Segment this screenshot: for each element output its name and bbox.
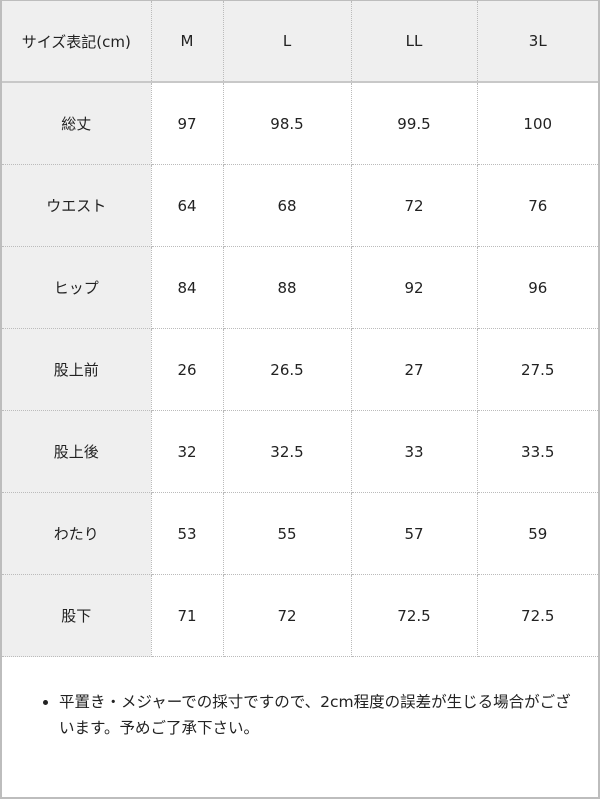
row-label: ヒップ — [2, 246, 152, 329]
row-label: ウエスト — [2, 164, 152, 247]
size-table: サイズ表記(cm) M L LL 3L 総丈 97 98.5 99.5 100 ウエスト 6… — [2, 1, 598, 657]
table-cell: 88 — [223, 246, 352, 329]
table-row: 股下 71 72 72.5 72.5 — [2, 574, 598, 657]
header-cell: M — [151, 1, 224, 83]
table-cell: 92 — [351, 246, 478, 329]
table-cell: 72 — [223, 574, 352, 657]
table-cell: 72 — [351, 164, 478, 247]
row-label: 総丈 — [2, 82, 152, 165]
table-cell: 27 — [351, 328, 478, 411]
header-cell: LL — [351, 1, 478, 83]
row-label: 股上前 — [2, 328, 152, 411]
table-row: 総丈 97 98.5 99.5 100 — [2, 82, 598, 165]
table-cell: 72.5 — [351, 574, 478, 657]
table-cell: 99.5 — [351, 82, 478, 165]
table-row: 股上前 26 26.5 27 27.5 — [2, 328, 598, 411]
table-cell: 32 — [151, 410, 224, 493]
table-cell: 68 — [223, 164, 352, 247]
table-cell: 33.5 — [477, 410, 598, 493]
row-label: わたり — [2, 492, 152, 575]
table-cell: 26 — [151, 328, 224, 411]
table-cell: 100 — [477, 82, 598, 165]
table-cell: 96 — [477, 246, 598, 329]
table-cell: 84 — [151, 246, 224, 329]
table-row: ウエスト 64 68 72 76 — [2, 164, 598, 247]
table-cell: 59 — [477, 492, 598, 575]
table-row: 股上後 32 32.5 33 33.5 — [2, 410, 598, 493]
table-cell: 33 — [351, 410, 478, 493]
table-row: わたり 53 55 57 59 — [2, 492, 598, 575]
table-cell: 27.5 — [477, 328, 598, 411]
table-cell: 55 — [223, 492, 352, 575]
table-cell: 57 — [351, 492, 478, 575]
table-cell: 97 — [151, 82, 224, 165]
measurement-note: 平置き・メジャーでの採寸ですので、2cm程度の誤差が生じる場合がございます。予め… — [42, 689, 582, 741]
table-cell: 76 — [477, 164, 598, 247]
row-label: 股下 — [2, 574, 152, 657]
row-label: 股上後 — [2, 410, 152, 493]
header-cell: 3L — [477, 1, 598, 83]
header-cell: L — [223, 1, 352, 83]
table-row: ヒップ 84 88 92 96 — [2, 246, 598, 329]
header-cell: サイズ表記(cm) — [2, 1, 152, 83]
note-item: 平置き・メジャーでの採寸ですので、2cm程度の誤差が生じる場合がございます。予め… — [59, 689, 582, 741]
table-cell: 32.5 — [223, 410, 352, 493]
table-cell: 53 — [151, 492, 224, 575]
table-cell: 71 — [151, 574, 224, 657]
table-cell: 26.5 — [223, 328, 352, 411]
table-header-row: サイズ表記(cm) M L LL 3L — [2, 1, 598, 83]
table-cell: 72.5 — [477, 574, 598, 657]
table-cell: 64 — [151, 164, 224, 247]
table-cell: 98.5 — [223, 82, 352, 165]
